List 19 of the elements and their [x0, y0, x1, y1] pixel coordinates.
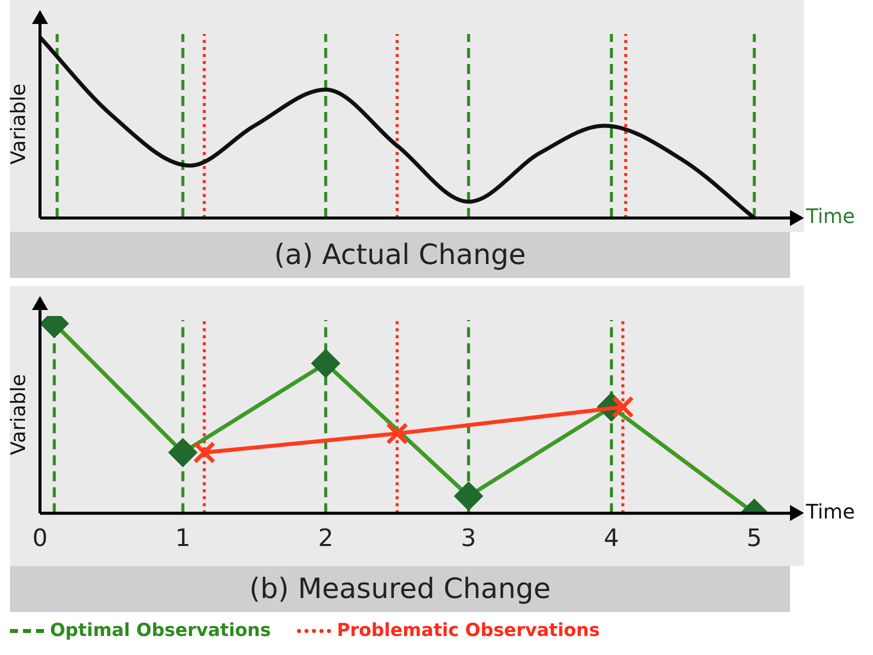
text: (a) Actual Change: [10, 232, 790, 278]
x-tick-label: 0: [32, 524, 48, 552]
point: [168, 438, 198, 468]
legend-label: Problematic Observations: [336, 620, 600, 641]
legend-label: Optimal Observations: [49, 620, 271, 641]
text: (b) Measured Change: [10, 566, 790, 612]
x-tick-label: 1: [175, 524, 190, 552]
x-tick-label: 5: [746, 524, 762, 552]
x-tick-label: 4: [604, 524, 620, 552]
x-axis-title: Time: [805, 204, 855, 228]
point: [386, 422, 408, 445]
y-axis-title: Variable: [6, 84, 30, 164]
point: [454, 482, 484, 511]
x-axis-title: Time: [805, 499, 855, 524]
point: [311, 348, 340, 378]
x-tick-label: 2: [318, 524, 334, 552]
x-tick-label: 3: [460, 524, 476, 552]
y-axis-title: Variable: [6, 374, 30, 456]
point: [193, 441, 216, 464]
